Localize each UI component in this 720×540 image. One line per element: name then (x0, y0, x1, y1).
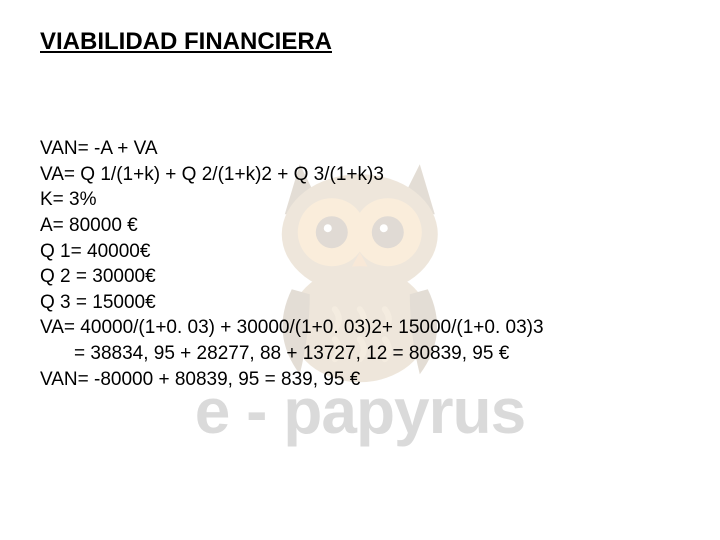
page-title: VIABILIDAD FINANCIERA (40, 28, 680, 56)
formula-line: K= 3% (40, 187, 680, 213)
slide-content: VIABILIDAD FINANCIERA VAN= -A + VA VA= Q… (0, 0, 720, 392)
formula-line: VA= Q 1/(1+k) + Q 2/(1+k)2 + Q 3/(1+k)3 (40, 162, 680, 188)
formula-line: A= 80000 € (40, 213, 680, 239)
formula-line: VAN= -80000 + 80839, 95 = 839, 95 € (40, 367, 680, 393)
formula-line: VAN= -A + VA (40, 136, 680, 162)
formula-line: = 38834, 95 + 28277, 88 + 13727, 12 = 80… (40, 341, 680, 367)
formula-line: VA= 40000/(1+0. 03) + 30000/(1+0. 03)2+ … (40, 315, 680, 341)
formula-line: Q 3 = 15000€ (40, 290, 680, 316)
formula-line: Q 2 = 30000€ (40, 264, 680, 290)
formula-line: Q 1= 40000€ (40, 239, 680, 265)
